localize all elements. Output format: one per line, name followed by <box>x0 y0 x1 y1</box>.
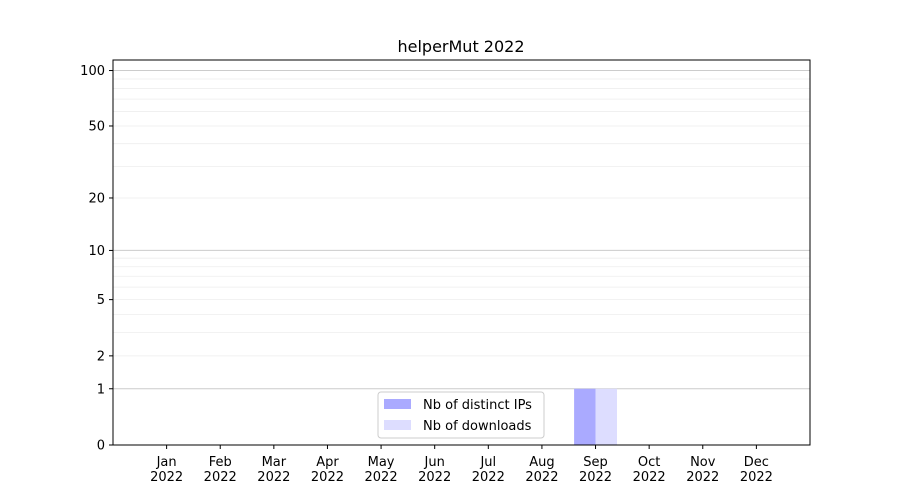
x-tick-label: Aug 2022 <box>525 455 558 485</box>
legend-swatch-ips <box>384 399 411 409</box>
y-tick-label: 10 <box>88 244 105 259</box>
x-tick-label: Jan 2022 <box>150 455 183 485</box>
legend: Nb of distinct IPs Nb of downloads <box>377 391 545 439</box>
chart-title: helperMut 2022 <box>397 37 524 56</box>
grid <box>113 70 810 390</box>
x-tick-label: Jul 2022 <box>472 455 505 485</box>
bar-distinct-ips <box>574 388 596 445</box>
y-tick-label: 2 <box>97 349 105 364</box>
x-tick-label: Feb 2022 <box>204 455 237 485</box>
legend-label-ips: Nb of distinct IPs <box>423 398 532 413</box>
y-tick-label: 50 <box>88 119 105 134</box>
x-tick-label: Sep 2022 <box>579 455 612 485</box>
legend-label-downloads: Nb of downloads <box>423 419 532 434</box>
x-tick-label: Nov 2022 <box>686 455 719 485</box>
legend-box <box>377 391 545 439</box>
x-tick-label: Apr 2022 <box>311 455 344 485</box>
y-tick-label: 0 <box>97 439 105 454</box>
y-tick-label: 100 <box>80 64 105 79</box>
x-axis: Jan 2022 Feb 2022 Mar 2022 Apr 2022 May 2022 Jun 20… <box>150 445 773 485</box>
bar-downloads <box>595 388 617 445</box>
legend-swatch-downloads <box>384 420 411 430</box>
x-tick-label: May 2022 <box>365 455 398 485</box>
x-tick-label: Dec 2022 <box>740 455 773 485</box>
y-tick-label: 5 <box>97 293 105 308</box>
plot-frame <box>112 59 811 446</box>
x-tick-label: Mar 2022 <box>257 455 290 485</box>
y-tick-label: 1 <box>97 382 105 397</box>
y-axis: 0 1 2 5 10 20 50 100 <box>80 64 113 454</box>
y-tick-label: 20 <box>88 191 105 206</box>
bars <box>574 388 617 445</box>
x-tick-label: Oct 2022 <box>633 455 666 485</box>
x-tick-label: Jun 2022 <box>418 455 451 485</box>
